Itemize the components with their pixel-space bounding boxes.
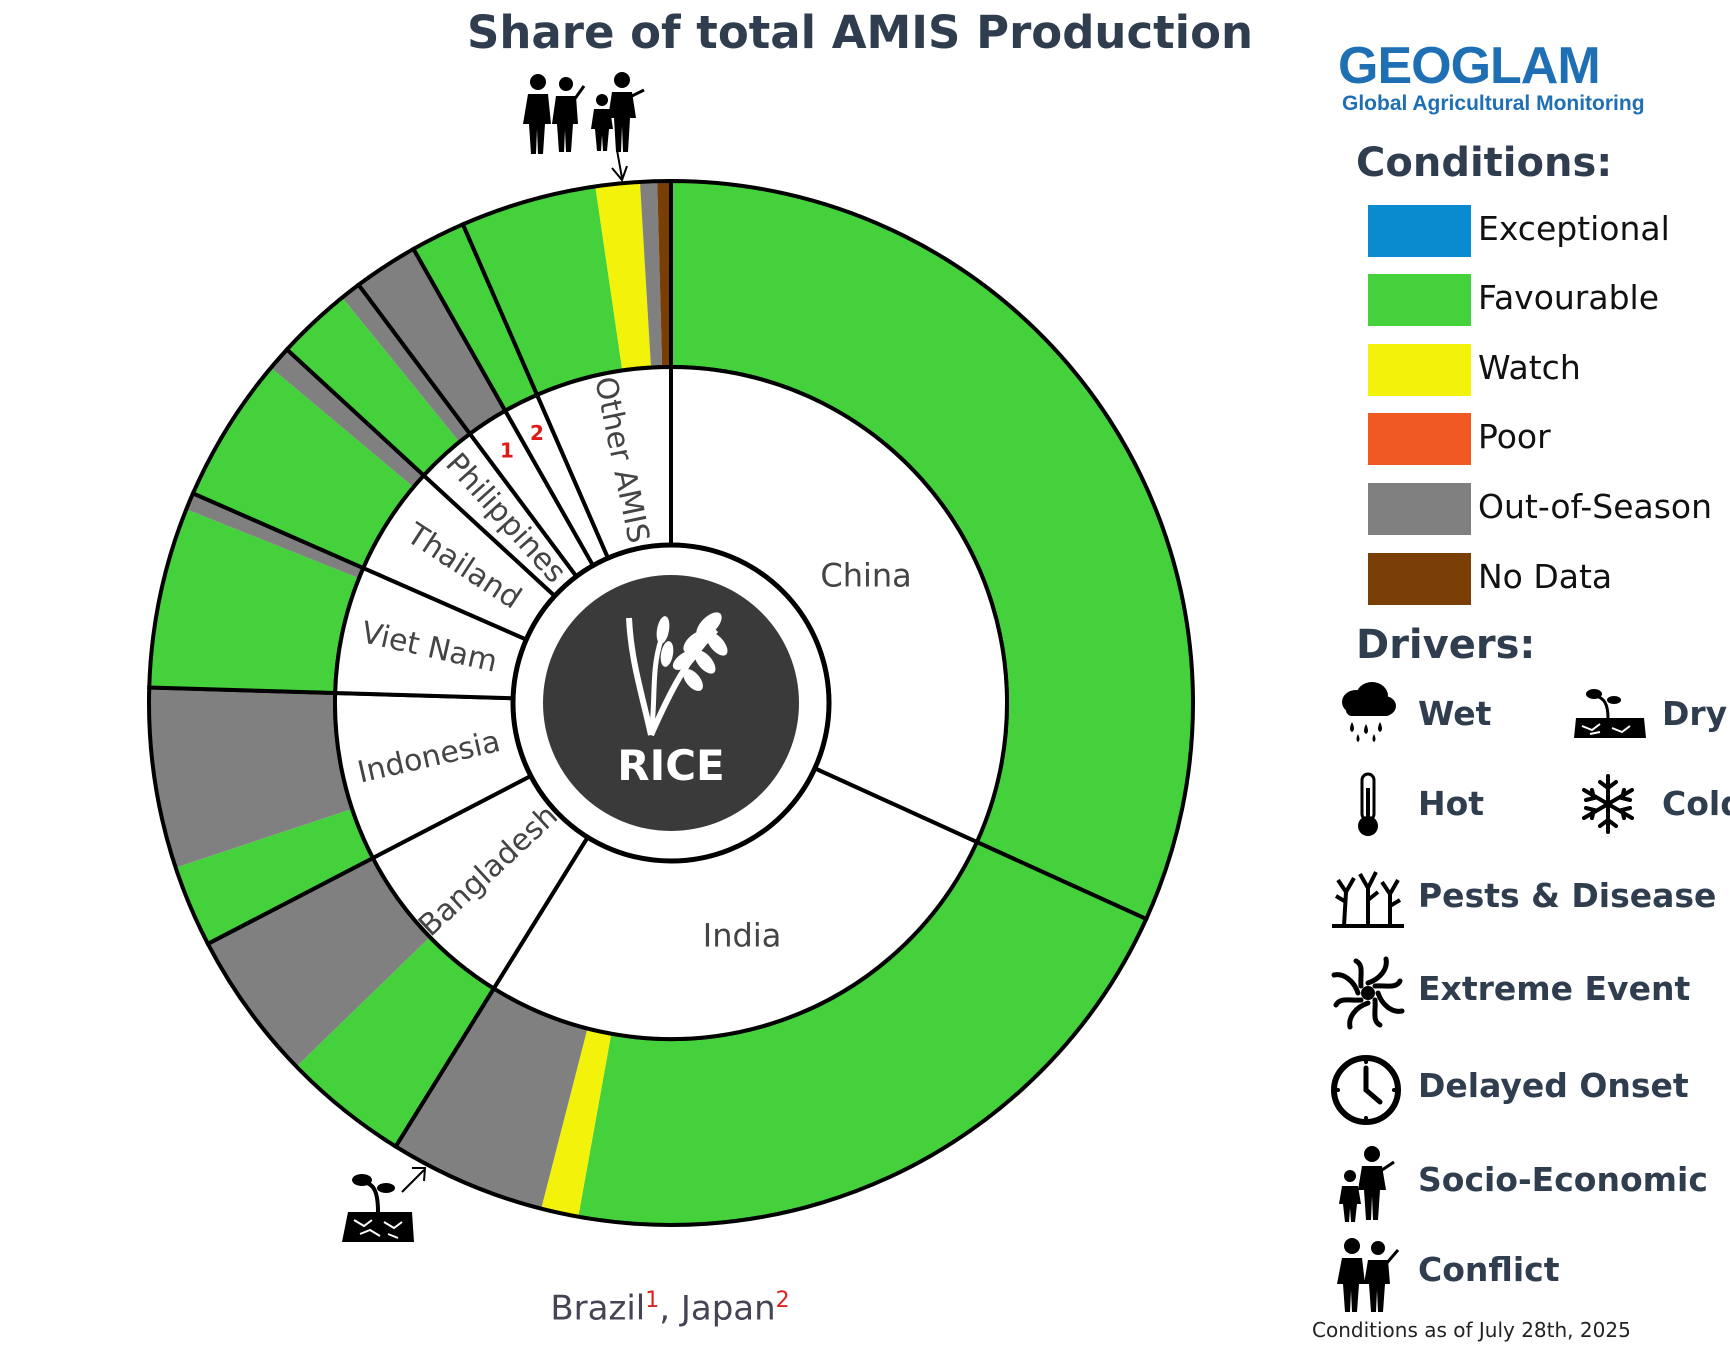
dry-callout-arrow [401,1169,425,1193]
legend-swatch [1368,483,1471,535]
legend-label: Exceptional [1478,209,1670,248]
footnote-brazil: Brazil [550,1288,646,1329]
country-label-japan: 2 [530,421,544,445]
conflict-icon [1337,1238,1400,1312]
segment-thailand-out-of-season [271,349,424,488]
driver-label-pests-disease: Pests & Disease [1418,876,1717,915]
country-label-india: India [703,916,782,954]
legend-label: Poor [1478,417,1551,456]
footnote-brazil-mark: 1 [645,1288,660,1313]
legend-swatch [1368,344,1471,396]
production-rings [147,178,1195,1227]
socio-callout-arrowhead [611,165,628,182]
center-disc [543,575,799,831]
socio-economic-callout-icon [591,72,645,152]
pests-disease-icon [1332,871,1404,928]
segment-japan-favourable [413,224,538,411]
segment-brazil-out-of-season [358,248,506,434]
segment-philippines-favourable [286,297,460,476]
driver-label-conflict: Conflict [1418,1250,1560,1289]
legend-swatch [1368,413,1471,465]
legend-swatch [1368,553,1471,605]
segment-india-favourable [578,842,1147,1225]
dry-callout-icon [342,1174,414,1242]
segment-other-amis-no-data [657,181,671,368]
country-label-brazil: 1 [500,438,514,462]
hot-icon [1358,772,1378,836]
legend-swatch [1368,274,1471,326]
segment-other-amis-out-of-season [639,181,663,368]
segment-india-watch [541,1028,612,1217]
country-label-china: China [820,556,911,594]
delayed-onset-icon [1331,1055,1401,1125]
logo-subtitle: Global Agricultural Monitoring [1342,92,1645,115]
driver-label-dry: Dry [1662,694,1728,733]
segment-bangladesh-favourable [296,937,494,1147]
wet-icon [1342,682,1396,742]
segment-indonesia-out-of-season [148,687,353,868]
segment-thailand-favourable [192,367,414,569]
legend-label: Favourable [1478,278,1660,317]
footnote: Brazil1, Japan2 [0,1288,1340,1328]
segment-india-out-of-season [395,988,588,1209]
segment-viet-nam-favourable [149,509,360,694]
extreme-event-icon [1331,956,1405,1030]
dry-icon [1574,689,1646,738]
segment-other-amis-favourable [462,186,623,395]
footnote-separator: , [659,1288,681,1329]
conditions-title: Conditions: [1356,140,1613,186]
segment-bangladesh-out-of-season [207,858,430,1067]
footnote-japan-mark: 2 [775,1288,790,1313]
driver-label-wet: Wet [1418,694,1492,733]
drivers-title: Drivers: [1356,622,1536,668]
driver-label-extreme-event: Extreme Event [1418,969,1691,1008]
conflict-callout-icon [523,74,586,154]
legend-swatch [1368,205,1471,257]
cold-icon [1582,774,1634,834]
segment-viet-nam-out-of-season [186,493,364,579]
socio-economic-icon [1339,1146,1395,1222]
socio-callout-arrow [616,149,623,179]
conditions-date: Conditions as of July 28th, 2025 [1312,1318,1631,1342]
segment-indonesia-favourable [175,808,373,944]
center-label: RICE [617,741,724,790]
segment-other-amis-watch [595,181,652,371]
chart-title: Share of total AMIS Production [466,6,1254,59]
rice-icon [626,612,728,737]
legend-label: Out-of-Season [1478,487,1713,526]
legend-label: No Data [1478,557,1613,596]
driver-label-cold: Cold [1662,784,1730,823]
footnote-japan: Japan [680,1288,776,1329]
legend-label: Watch [1478,348,1581,387]
driver-label-hot: Hot [1418,784,1485,823]
logo-wordmark: GEOGLAM [1338,37,1601,95]
driver-label-socio-economic: Socio-Economic [1418,1160,1708,1199]
geoglam-logo: GEOGLAM Global Agricultural Monitoring [1338,37,1645,122]
segment-china-favourable [671,181,1193,919]
segment-philippines-out-of-season [342,284,470,442]
dry-callout-arrowhead [412,1167,427,1182]
driver-label-delayed-onset: Delayed Onset [1418,1066,1689,1105]
